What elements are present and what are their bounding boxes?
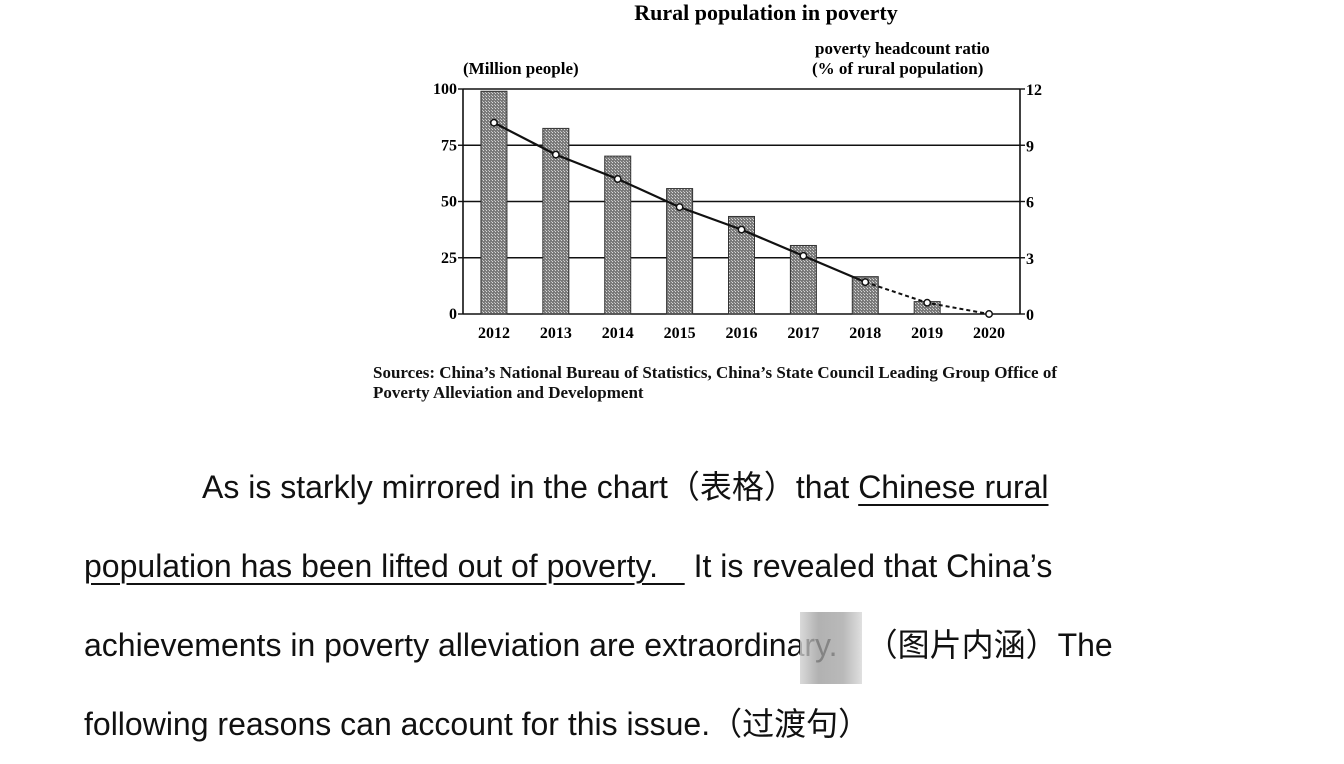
right-tick-label: 9	[1026, 138, 1034, 155]
bar	[542, 127, 570, 315]
left-tick-label: 50	[441, 194, 457, 211]
x-tick-label: 2013	[540, 325, 572, 342]
paragraph-text: achievements in poverty alleviation are …	[84, 627, 838, 663]
ratio-point	[675, 203, 684, 212]
paragraph-text: （图片内涵）The	[865, 627, 1113, 663]
left-axis-label: (Million people)	[463, 59, 579, 78]
right-tick-label: 3	[1026, 251, 1034, 268]
bar	[851, 276, 879, 315]
paragraph-line-3: achievements in poverty alleviation are …	[84, 606, 1284, 685]
ratio-point	[551, 150, 560, 159]
ratio-point	[923, 298, 932, 307]
source-line-1: Sources: China’s National Bureau of Stat…	[373, 363, 1057, 382]
right-axis-label-line2: (% of rural population)	[812, 59, 983, 78]
ratio-point	[799, 251, 808, 260]
paragraph-line-2: population has been lifted out of povert…	[84, 527, 1284, 606]
chart-source: Sources: China’s National Bureau of Stat…	[373, 363, 1173, 403]
paragraph-line-4: following reasons can account for this i…	[84, 685, 1284, 764]
ratio-point	[613, 175, 622, 183]
chart: Rural population in poverty (Million peo…	[433, 0, 1042, 342]
paragraph-text: following reasons can account for this i…	[84, 706, 871, 742]
left-tick-label: 0	[449, 306, 457, 323]
x-tick-label: 2015	[664, 325, 696, 342]
x-tick-label: 2014	[602, 325, 634, 342]
left-tick-label: 25	[441, 250, 457, 267]
underlined-phrase: population has been lifted out of povert…	[84, 548, 685, 584]
x-tick-label: 2018	[849, 325, 881, 342]
right-axis-label-line1: poverty headcount ratio	[815, 39, 990, 58]
paragraph-text: As is starkly mirrored in the chart（表格）t…	[202, 469, 859, 505]
description-paragraph: As is starkly mirrored in the chart（表格）t…	[84, 448, 1284, 764]
x-tick-label: 2016	[726, 325, 758, 342]
ratio-point	[985, 310, 994, 318]
paragraph-line-1: As is starkly mirrored in the chart（表格）t…	[84, 448, 1284, 527]
left-tick-label: 75	[441, 137, 457, 154]
ratio-point	[737, 225, 746, 234]
ratio-point	[489, 118, 498, 127]
right-tick-label: 6	[1026, 195, 1034, 212]
cursor-highlight	[799, 612, 862, 684]
x-tick-label: 2012	[478, 325, 510, 342]
source-line-2: Poverty Alleviation and Development	[373, 383, 644, 402]
x-tick-label: 2020	[973, 325, 1005, 342]
right-tick-label: 0	[1026, 307, 1034, 324]
underlined-phrase: Chinese rural	[858, 469, 1049, 505]
paragraph-text: It is revealed that China’s	[684, 548, 1053, 584]
chart-title: Rural population in poverty	[634, 0, 897, 25]
bar	[789, 244, 817, 315]
left-tick-label: 100	[433, 81, 457, 98]
right-tick-label: 12	[1026, 82, 1042, 99]
x-tick-label: 2017	[787, 325, 819, 342]
x-tick-label: 2019	[911, 325, 943, 342]
ratio-point	[861, 278, 870, 287]
